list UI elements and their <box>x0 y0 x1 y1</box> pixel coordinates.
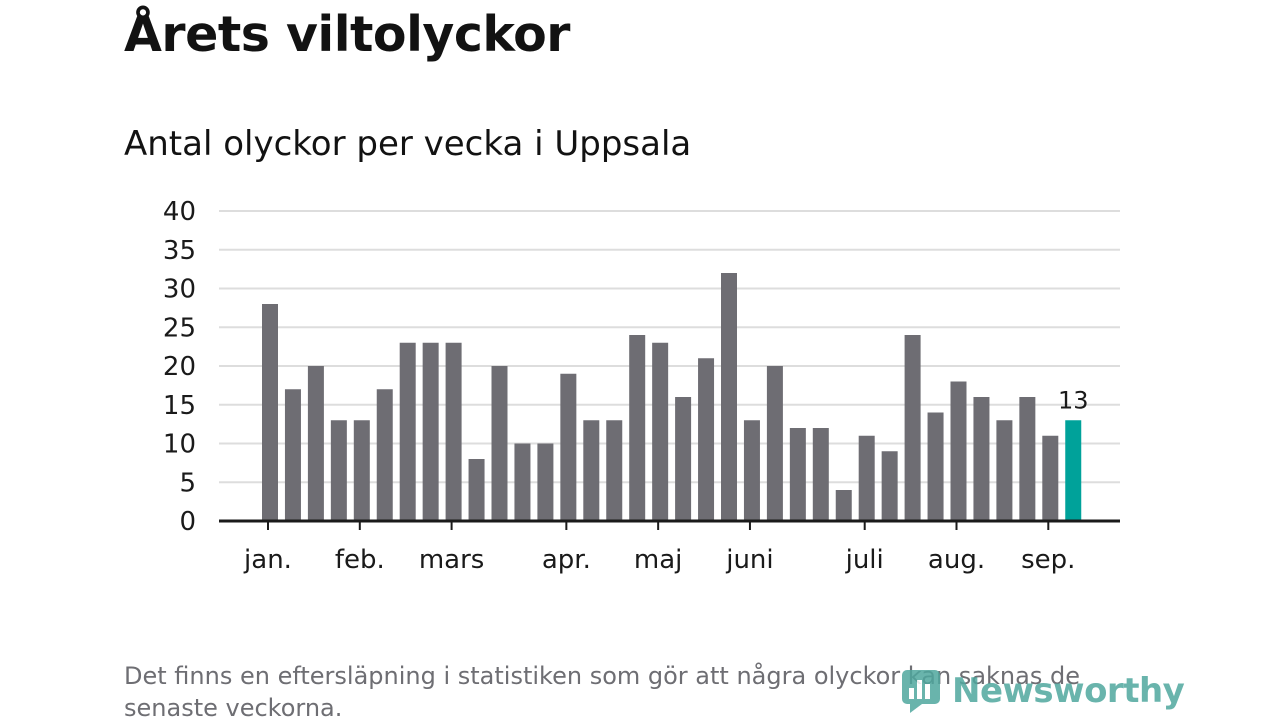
bar <box>789 428 806 521</box>
bars <box>262 273 1082 521</box>
bar <box>491 366 508 521</box>
y-axis-labels: 0 5 10 15 20 25 30 35 40 <box>163 197 196 537</box>
bar-highlight <box>1065 420 1082 521</box>
value-labels: 13 <box>1058 386 1089 414</box>
month-label: sep. <box>1021 545 1075 575</box>
bar <box>1019 397 1036 521</box>
bar <box>514 443 531 521</box>
bar <box>422 342 439 521</box>
newsworthy-logo: Newsworthy <box>900 668 1185 714</box>
bar <box>1042 435 1059 521</box>
y-tick-label: 35 <box>163 236 196 266</box>
bar <box>445 342 462 521</box>
y-tick-label: 25 <box>163 313 196 343</box>
bar <box>881 451 898 521</box>
bar <box>812 428 829 521</box>
bar <box>330 420 347 521</box>
newsworthy-logo-icon <box>902 670 940 713</box>
bar <box>996 420 1013 521</box>
bar <box>698 358 715 521</box>
y-tick-label: 15 <box>163 391 196 421</box>
month-label: maj <box>634 545 682 575</box>
month-label: juni <box>725 545 773 575</box>
bar <box>927 412 944 521</box>
y-tick-label: 5 <box>179 468 196 498</box>
bar-chart: 0 5 10 15 20 25 30 35 40 jan. feb. mars apr. maj juni… <box>163 197 1120 575</box>
bar <box>376 389 393 521</box>
bar <box>262 304 278 521</box>
month-label: apr. <box>542 545 591 575</box>
y-tick-label: 20 <box>163 352 196 382</box>
bar <box>307 366 324 521</box>
month-label: feb. <box>335 545 385 575</box>
bar <box>973 397 990 521</box>
bar <box>560 373 577 521</box>
bar <box>468 459 485 521</box>
chart-title: Årets viltolyckor <box>124 6 570 63</box>
month-label: juli <box>845 545 884 575</box>
x-axis <box>219 519 1120 530</box>
month-label: jan. <box>243 545 292 575</box>
bar <box>353 420 370 521</box>
y-tick-label: 10 <box>163 430 196 460</box>
bar <box>652 342 669 521</box>
bar <box>721 273 737 521</box>
bar <box>904 335 921 521</box>
bar <box>950 381 967 521</box>
bar <box>835 490 852 521</box>
y-tick-label: 40 <box>163 197 196 227</box>
bar <box>675 397 692 521</box>
y-tick-label: 30 <box>163 275 196 305</box>
logo-text: Newsworthy <box>952 671 1185 711</box>
bar <box>284 389 301 521</box>
bar <box>858 435 875 521</box>
grid-lines <box>219 210 1120 484</box>
y-tick-label: 0 <box>179 507 196 537</box>
bar <box>743 420 760 521</box>
bar <box>399 342 416 521</box>
bar <box>583 420 600 521</box>
bar <box>606 420 623 521</box>
bar <box>537 443 554 521</box>
highlight-value-label: 13 <box>1058 386 1089 414</box>
chart-subtitle: Antal olyckor per vecka i Uppsala <box>124 124 692 164</box>
x-axis-labels: jan. feb. mars apr. maj juni juli aug. sep. <box>243 545 1075 575</box>
month-label: aug. <box>928 545 985 575</box>
bar <box>629 335 646 521</box>
month-label: mars <box>419 545 485 575</box>
bar <box>766 366 783 521</box>
